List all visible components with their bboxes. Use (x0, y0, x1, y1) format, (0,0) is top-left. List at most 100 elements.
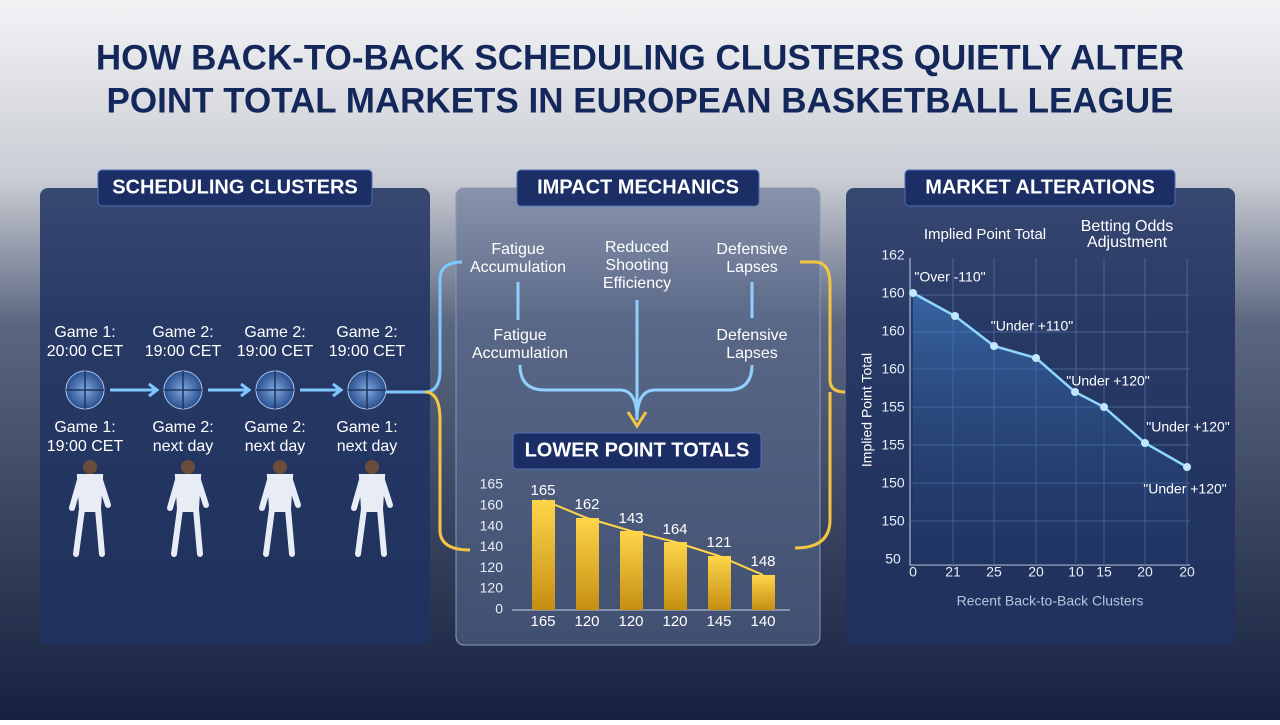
annotation: "Over -110" (914, 269, 985, 285)
area (913, 293, 1187, 565)
panel-title: SCHEDULING CLUSTERS (112, 176, 358, 198)
x-tick-label: 20 (1137, 564, 1153, 580)
bar (752, 575, 775, 610)
data-label: 164 (662, 521, 687, 538)
label: Game 2: (336, 324, 397, 341)
label: Lapses (726, 345, 778, 362)
y-tick-label: 155 (881, 399, 905, 415)
panel-title: IMPACT MECHANICS (537, 176, 739, 198)
label: Shooting (605, 257, 668, 274)
connector (794, 260, 846, 550)
y-tick-label: 160 (881, 361, 905, 377)
x-tick-label: 145 (706, 613, 731, 630)
player (259, 474, 301, 557)
bar (576, 518, 599, 610)
data-label: 148 (750, 553, 775, 570)
data-label: 121 (706, 534, 731, 551)
x-axis-label: Recent Back-to-Back Clusters (957, 593, 1144, 609)
label: Fatigue (491, 241, 544, 258)
label: Defensive (716, 241, 787, 258)
player-head (83, 460, 97, 474)
y-tick-label: 120 (480, 559, 504, 575)
bar (664, 542, 687, 610)
label: Game 2: (152, 419, 213, 436)
label: Betting Odds (1081, 218, 1174, 235)
label: Game 2: (152, 324, 213, 341)
label: 19:00 CET (237, 343, 314, 360)
label: Game 1: (54, 419, 115, 436)
points (909, 289, 1191, 471)
line (912, 291, 1188, 469)
annotation: "Under +110" (991, 318, 1073, 334)
ball-seam (164, 371, 202, 409)
annotation: "Under +120" (1146, 419, 1230, 435)
bar (708, 556, 731, 610)
label: 19:00 CET (329, 343, 406, 360)
y-tick-label: 0 (495, 601, 503, 617)
x-tick-label: 10 (1068, 564, 1084, 580)
title: HOW BACK-TO-BACK SCHEDULING CLUSTERS QUI… (96, 38, 1184, 77)
label: 19:00 CET (145, 343, 222, 360)
ball-seam (348, 371, 386, 409)
y-tick-label: 50 (885, 551, 901, 567)
arrow (300, 382, 344, 398)
arrow (208, 382, 252, 398)
label: next day (337, 438, 397, 455)
x-tick-label: 165 (530, 613, 555, 630)
badge (512, 432, 762, 470)
x-tick-label: 120 (662, 613, 687, 630)
label: Reduced (605, 239, 669, 256)
label: Defensive (716, 327, 787, 344)
label: Accumulation (472, 345, 568, 362)
label: Game 2: (244, 419, 305, 436)
y-tick-label: 140 (480, 538, 504, 554)
y-tick-label: 140 (480, 517, 504, 533)
player-head (181, 460, 195, 474)
y-axis-label: Implied Point Total (859, 353, 875, 467)
y-tick-label: 120 (480, 580, 504, 596)
label: Fatigue (493, 327, 546, 344)
player (167, 474, 209, 557)
y-tick-label: 160 (881, 323, 905, 339)
x-tick-label: 140 (750, 613, 775, 630)
bar (532, 500, 555, 610)
annotation: "Under +120" (1143, 481, 1227, 497)
x-tick-label: 20 (1028, 564, 1044, 580)
x-tick-label: 120 (574, 613, 599, 630)
data-label: 165 (530, 482, 555, 499)
player (351, 474, 393, 557)
ball-seam (256, 371, 294, 409)
label: Game 1: (54, 324, 115, 341)
data-label: 162 (574, 496, 599, 513)
y-tick-label: 162 (881, 247, 905, 263)
y-tick-label: 165 (480, 476, 504, 492)
x-tick-label: 25 (986, 564, 1002, 580)
y-tick-label: 160 (881, 285, 905, 301)
label: 20:00 CET (47, 343, 124, 360)
panel-title: MARKET ALTERATIONS (925, 176, 1155, 198)
connector (424, 390, 471, 552)
arrow (516, 282, 754, 421)
label: 19:00 CET (47, 438, 124, 455)
bar (620, 531, 643, 610)
y-tick-label: 150 (881, 513, 905, 529)
badge (904, 169, 1176, 207)
trend (542, 499, 764, 576)
label: Adjustment (1087, 234, 1168, 251)
y-tick-label: 160 (480, 497, 504, 513)
label: Efficiency (603, 275, 671, 292)
x-tick-label: 20 (1179, 564, 1195, 580)
y-tick-label: 155 (881, 437, 905, 453)
x-tick-label: 15 (1096, 564, 1112, 580)
player-head (365, 460, 379, 474)
label: Game 2: (244, 324, 305, 341)
ball-seam (66, 371, 104, 409)
y-tick-label: 150 (881, 475, 905, 491)
player (69, 474, 111, 557)
badge (97, 169, 373, 207)
label: next day (245, 438, 305, 455)
label: next day (153, 438, 213, 455)
x-tick-label: 21 (945, 564, 961, 580)
x-tick-label: 0 (909, 564, 917, 580)
